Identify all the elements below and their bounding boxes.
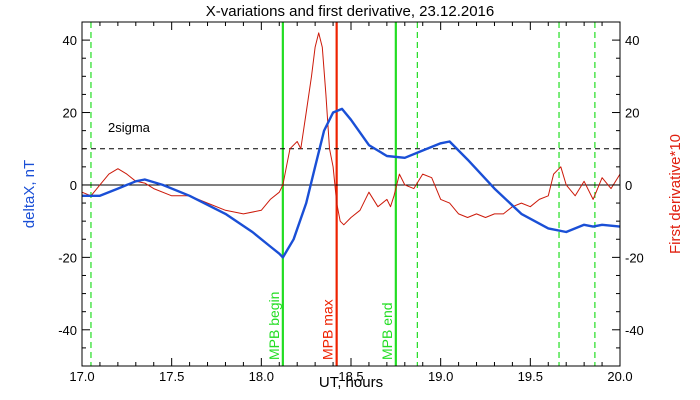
series-deltax-line [82,107,621,259]
y-axis-label-right: First derivative*10 [667,134,684,254]
x-tick-label-2: 18.0 [249,369,274,384]
x-tick-label-0: 17.0 [69,369,94,384]
y-axis-label-left: deltaX, nT [21,160,38,228]
x-tick-label-6: 20.0 [607,369,632,384]
marker-label-2: MPB max [320,299,336,360]
y-tick-label-right-3: -20 [625,250,644,265]
plot-frame [81,21,621,367]
y-tick-label-right-2: 0 [625,178,632,193]
marker-label-3: MPB end [379,302,395,360]
y-tick-label-left-4: -40 [58,323,77,338]
y-tick-label-left-2: 0 [70,178,77,193]
series-layer [81,32,621,259]
y-tick-label-right-0: 40 [625,33,639,48]
axes: 17.0 17.5 18.0 18.5 19.0 19.5 20.0 40 40 20 20 0 0 -2… [58,22,644,384]
y-tick-label-left-1: 20 [63,106,77,121]
y-tick-label-right-1: 20 [625,106,639,121]
series-derivative-line [81,32,621,226]
y-tick-label-left-3: -20 [58,250,77,265]
y-tick-label-left-0: 40 [63,33,77,48]
marker-label-1: MPB begin [266,292,282,360]
marker-labels: MPB begin MPB max MPB end [266,292,395,360]
x-tick-label-4: 19.0 [428,369,453,384]
reference-lines [82,148,620,186]
x-tick-label-3: 18.5 [338,369,363,384]
x-tick-label-1: 17.5 [159,369,184,384]
chart-title: X-variations and first derivative, 23.12… [206,3,495,20]
2sigma-label: 2sigma [108,120,151,135]
x-tick-label-5: 19.5 [518,369,543,384]
x-axis-label: UT, hours [319,374,383,391]
y-tick-label-right-4: -40 [625,323,644,338]
plot-area: MPB begin MPB max MPB end [81,21,621,367]
